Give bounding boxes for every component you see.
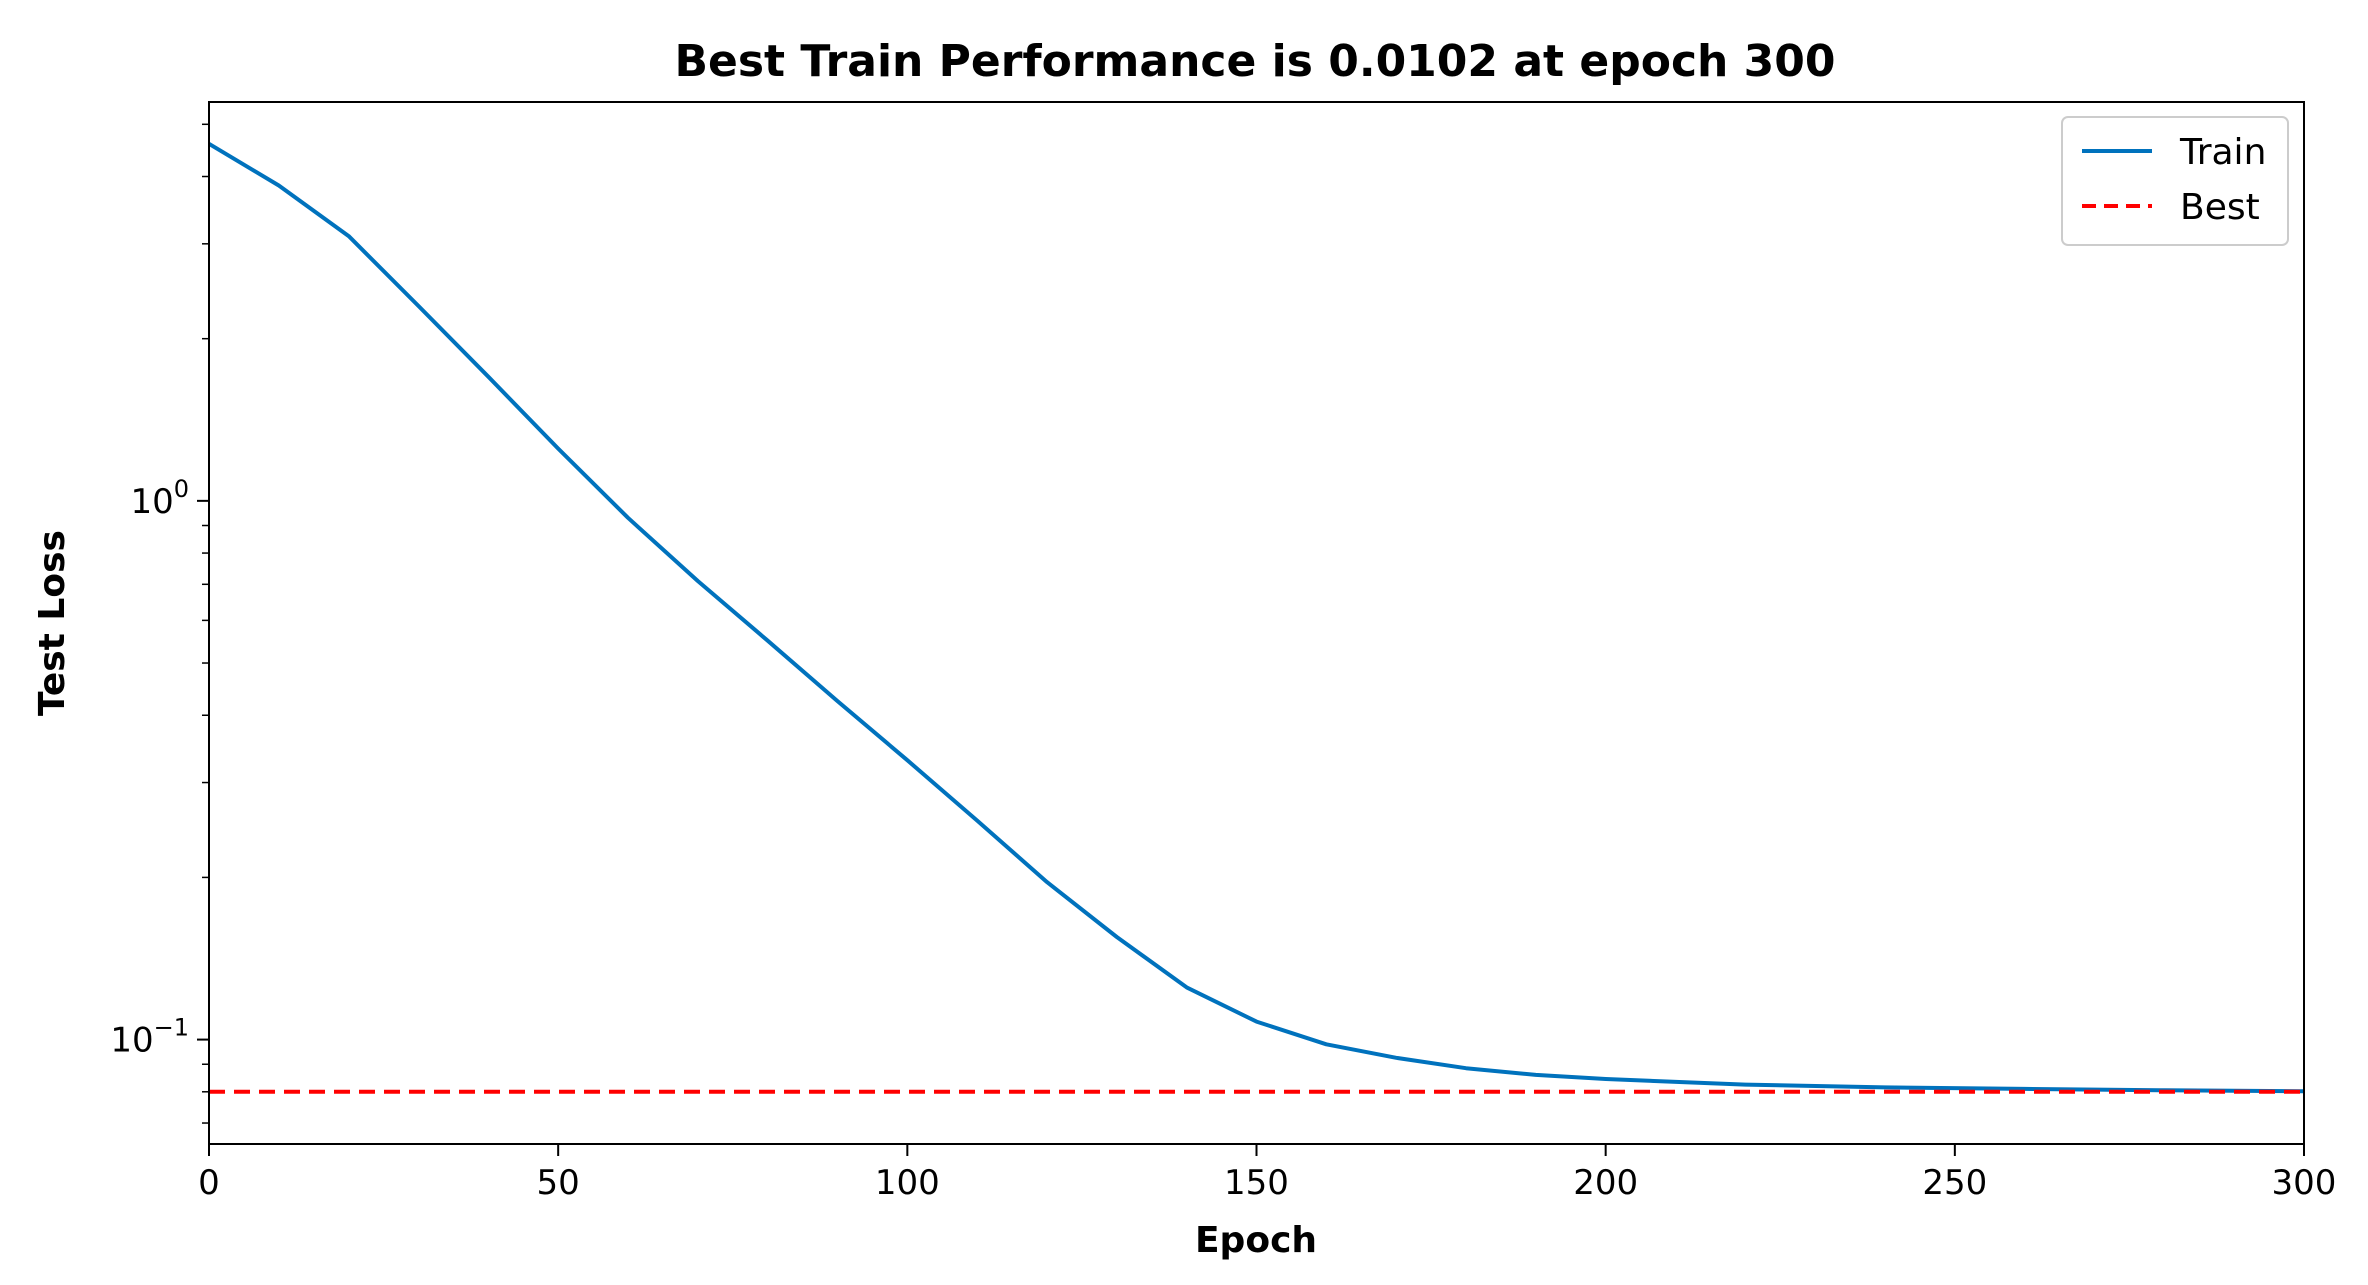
- y-axis-label: Test Loss: [32, 530, 73, 716]
- x-axis: 0 50 100 150 200 250 300: [198, 1144, 2336, 1203]
- y-tick-base: 10: [130, 482, 173, 522]
- x-axis-label: Epoch: [1195, 1220, 1317, 1261]
- legend: Train Best: [2061, 116, 2289, 246]
- y-tick-exponent: −1: [154, 1014, 189, 1042]
- x-tick-label: 0: [198, 1163, 220, 1203]
- x-tick-label: 200: [1573, 1163, 1638, 1203]
- plot-area: [208, 101, 2305, 1145]
- plot-frame: [208, 101, 2305, 1145]
- y-tick-exponent: 0: [174, 475, 189, 503]
- x-tick-label: 150: [1224, 1163, 1289, 1203]
- series-line-train: [209, 142, 2304, 1094]
- legend-label-train: Train: [2179, 132, 2266, 173]
- series-layer: [209, 142, 2304, 1094]
- chart-title: Best Train Performance is 0.0102 at epoc…: [674, 36, 1835, 87]
- y-tick-base: 10: [110, 1021, 153, 1061]
- y-tick-label: 100: [130, 475, 189, 522]
- legend-label-best: Best: [2180, 187, 2260, 228]
- x-tick-label: 250: [1922, 1163, 1987, 1203]
- x-tick-label: 300: [2272, 1163, 2337, 1203]
- y-tick-label: 10−1: [110, 1014, 189, 1061]
- x-tick-label: 50: [537, 1163, 580, 1203]
- x-tick-label: 100: [875, 1163, 940, 1203]
